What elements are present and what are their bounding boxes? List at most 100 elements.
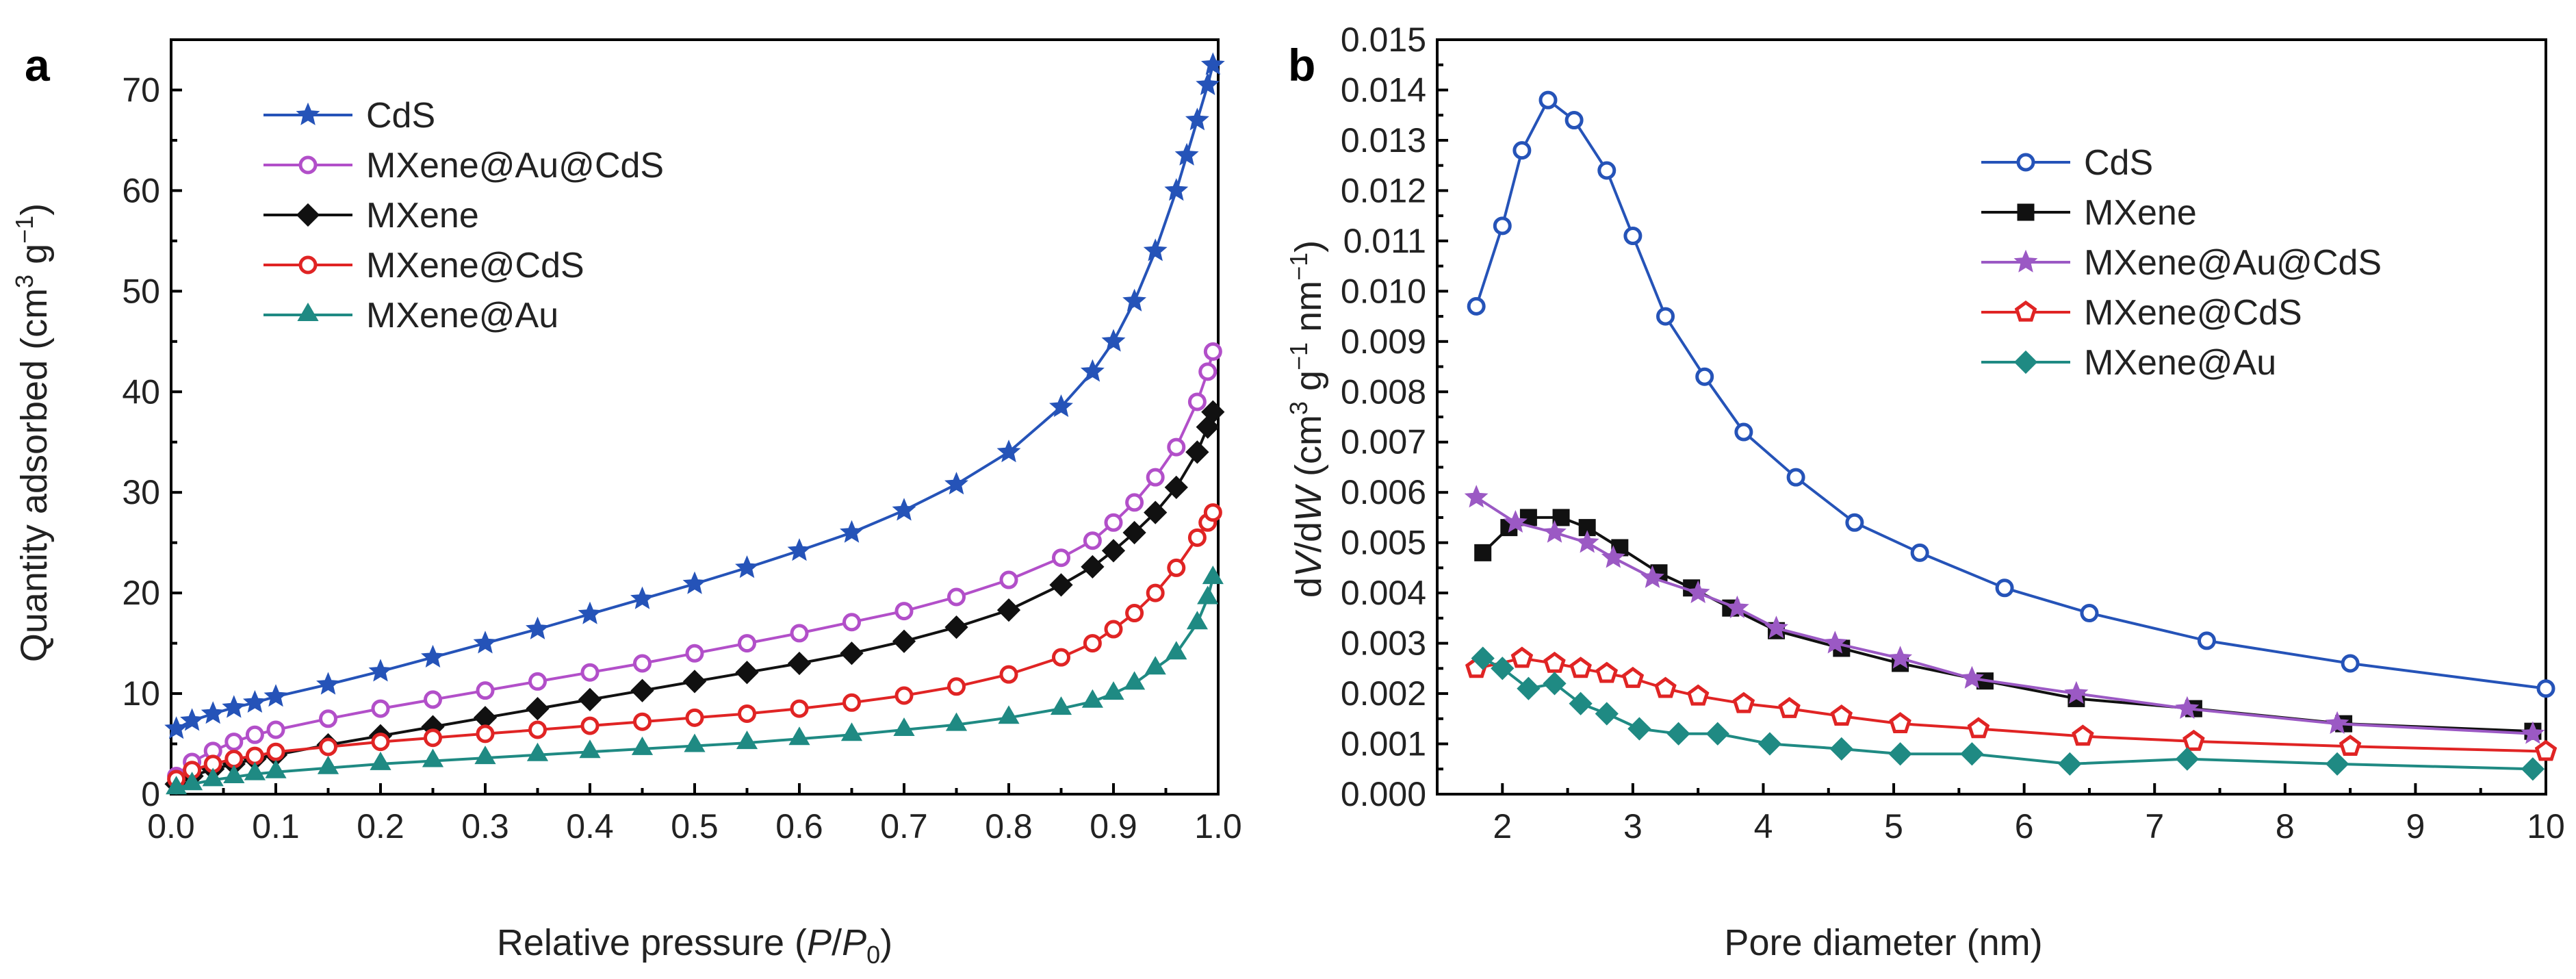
panel-a-y-tick-label-1: 10 bbox=[122, 674, 160, 713]
panel-a-x-tick-label-6: 0.6 bbox=[775, 807, 823, 846]
panel-a-legend-entry-mxene-au-cds-marker bbox=[298, 155, 318, 175]
panel-a-series-mxene-cds-point-8 bbox=[424, 728, 442, 748]
panel-a-series-mxene-au-point-22 bbox=[1103, 681, 1124, 700]
panel-a-series-mxene-au-cds-point-9 bbox=[476, 681, 495, 700]
panel-b-series-cds-point-9 bbox=[1734, 422, 1753, 442]
panel-a-legend-entry-cds-label: CdS bbox=[366, 96, 435, 136]
panel-a-series-mxene-au-point-16 bbox=[840, 722, 863, 741]
panel-a-series-mxene-au-point-6 bbox=[317, 755, 339, 774]
panel-b-series-cds-point-15 bbox=[2197, 631, 2216, 650]
panel-a-series-mxene-au-point-21 bbox=[1081, 689, 1103, 708]
panel-b-series-cds-point-2 bbox=[1512, 141, 1532, 160]
panel-b-series-mxene-au-point-4 bbox=[1569, 691, 1593, 715]
panel-a-series-mxene-au-cds-point-20 bbox=[1052, 548, 1070, 568]
panel-a-series-mxene-point-10 bbox=[526, 696, 550, 721]
panel-b-series-mxene-au-point-8 bbox=[1705, 722, 1729, 746]
panel-b: b 2 3 4 5 6 7 8 9 10 0.000 0.001 0.002 0.003 0.004 0.0… bbox=[1285, 21, 2565, 963]
panel-a-series-mxene-au-point-4 bbox=[244, 761, 266, 780]
panel-a-series-mxene-au-point-14 bbox=[736, 730, 758, 750]
panel-b-legend-entry-mxene-cds-marker bbox=[2014, 300, 2037, 322]
panel-a-series-mxene-au-cds-point-21 bbox=[1083, 531, 1102, 550]
panel-a-series-cds-point-3 bbox=[222, 695, 246, 718]
panel-b-y-tick-label-14: 0.014 bbox=[1341, 71, 1426, 109]
panel-a-x-tick-label-0: 0.0 bbox=[147, 807, 195, 846]
panel-a-legend-entry-mxene-cds-label: MXene@CdS bbox=[366, 246, 584, 285]
panel-a-y-tick-label-7: 70 bbox=[122, 71, 160, 109]
panel-a-series-cds-point-28 bbox=[1196, 72, 1220, 95]
panel-b-series-mxene-au-point-12 bbox=[1960, 742, 1984, 766]
panel-b-y-tick-label-11: 0.011 bbox=[1343, 222, 1426, 260]
panel-a-y-axis-title: Quantity adsorbed (cm3 g−1) bbox=[10, 203, 55, 662]
panel-a-series-mxene-cds-point-13 bbox=[685, 708, 704, 727]
panel-b-legend-entry-cds-label: CdS bbox=[2084, 143, 2153, 183]
panel-a-series-mxene-point-22 bbox=[1101, 539, 1126, 563]
panel-a-legend-entry-mxene-au-marker bbox=[297, 303, 319, 321]
panel-a-series-mxene-au-point-2 bbox=[202, 767, 224, 787]
panel-a-series-mxene-point-18 bbox=[944, 615, 968, 639]
panel-a-label: a bbox=[25, 40, 51, 90]
panel-a-series-mxene-point-17 bbox=[892, 629, 916, 653]
panel-a-series-cds-point-4 bbox=[242, 689, 267, 713]
panel-b-series-mxene-au-cds-point-13 bbox=[2175, 696, 2200, 719]
panel-b-series-mxene-au-cds-point-4 bbox=[1601, 545, 1625, 568]
panel-b-x-axis-title: Pore diameter (nm) bbox=[1724, 922, 2042, 963]
panel-a-series-mxene-point-15 bbox=[787, 651, 812, 676]
panel-b-x-tick-label-1: 3 bbox=[1623, 807, 1643, 846]
panel-a-series-mxene-au-point-11 bbox=[579, 739, 601, 759]
panel-a-series-mxene-au-cds-point-24 bbox=[1146, 468, 1165, 487]
panel-a-legend-entry-mxene-au-cds-label: MXene@Au@CdS bbox=[366, 146, 664, 186]
panel-b-legend-entry-mxene-label: MXene bbox=[2084, 193, 2197, 233]
panel-b-series-mxene-au-cds-point-7 bbox=[1725, 595, 1749, 618]
panel-b-series-mxene-au-cds bbox=[1464, 485, 2545, 744]
panel-b-y-tick-label-15: 0.015 bbox=[1341, 21, 1426, 59]
panel-a-x-tick-label-9: 0.9 bbox=[1090, 807, 1137, 846]
panel-a-series-mxene-cds-point-28 bbox=[1203, 503, 1222, 522]
panel-a-series-mxene-au-cds-point-17 bbox=[894, 602, 914, 621]
panel-a-series-cds-point-27 bbox=[1185, 107, 1209, 131]
panel-a-series-mxene-point-25 bbox=[1164, 475, 1188, 500]
panel-a-legend-entry-mxene-au-label: MXene@Au bbox=[366, 296, 558, 335]
panel-b-series-mxene-point-0 bbox=[1474, 544, 1492, 561]
panel-b-series-mxene-au-point-1 bbox=[1491, 657, 1515, 681]
panel-b-plot-area: 2 3 4 5 6 7 8 9 10 0.000 0.001 0.002 0.003 0.004 0.005… bbox=[1341, 21, 2565, 846]
panel-b-x-tick-label-3: 5 bbox=[1884, 807, 1903, 846]
panel-b-series-mxene-cds-point-14 bbox=[2182, 729, 2205, 751]
panel-b-series-mxene-au bbox=[1471, 646, 2545, 781]
panel-a-series-mxene-cds-point-21 bbox=[1083, 634, 1102, 653]
panel-a-series-mxene-cds-point-20 bbox=[1052, 648, 1070, 667]
panel-a-series-mxene-point-14 bbox=[735, 661, 759, 685]
panel-b-series-mxene-cds-point-9 bbox=[1778, 697, 1801, 718]
panel-a-series-cds-point-7 bbox=[368, 659, 393, 682]
panel-a-series-mxene-au-point-7 bbox=[370, 751, 391, 770]
panel-a-series-cds-point-14 bbox=[735, 555, 759, 578]
panel-b-series-cds-point-4 bbox=[1564, 111, 1584, 130]
panel-b-x-tick-label-6: 8 bbox=[2276, 807, 2295, 846]
panel-b-y-tick-label-5: 0.005 bbox=[1341, 524, 1426, 562]
panel-a-series-cds-point-11 bbox=[578, 601, 602, 624]
panel-b-y-tick-label-8: 0.008 bbox=[1341, 372, 1426, 411]
panel-b-series-mxene-cds-point-16 bbox=[2534, 739, 2558, 761]
panel-a-series-mxene-au-cds-point-15 bbox=[790, 624, 809, 643]
panel-a-series-mxene-au-point-26 bbox=[1186, 611, 1208, 630]
panel-a-series-mxene-point-26 bbox=[1185, 440, 1209, 464]
panel-b-series-cds-point-6 bbox=[1623, 227, 1643, 246]
panel-a-series-cds-point-23 bbox=[1122, 288, 1147, 312]
panel-a-series-mxene-au-point-8 bbox=[422, 748, 444, 767]
panel-a-y-tick-label-5: 50 bbox=[122, 272, 160, 310]
panel-a-series-mxene-au-point-28 bbox=[1202, 565, 1224, 585]
panel-a-series-mxene-au-point-25 bbox=[1165, 641, 1187, 660]
panel-b-series-mxene-cds-point-6 bbox=[1654, 676, 1677, 698]
panel-a-legend-entry-mxene-cds-marker bbox=[298, 255, 318, 275]
panel-b-legend-entry-mxene-cds-label: MXene@CdS bbox=[2084, 293, 2302, 333]
panel-b-x-tick-label-0: 2 bbox=[1493, 807, 1512, 846]
panel-a-series-mxene-cds-point-7 bbox=[371, 733, 390, 752]
panel-a-series-mxene-au-point-12 bbox=[631, 736, 654, 755]
panel-a-series-mxene-point-23 bbox=[1122, 520, 1146, 545]
panel-b-series-mxene-cds-point-2 bbox=[1543, 651, 1566, 673]
panel-b-series-cds-point-5 bbox=[1597, 161, 1617, 180]
panel-b-series-mxene-au-cds-point-2 bbox=[1543, 520, 1567, 543]
panel-a-series-cds-point-9 bbox=[473, 631, 498, 654]
panel-a-series-mxene-au-cds-point-26 bbox=[1187, 392, 1207, 411]
panel-a-series-cds-point-17 bbox=[892, 498, 916, 521]
